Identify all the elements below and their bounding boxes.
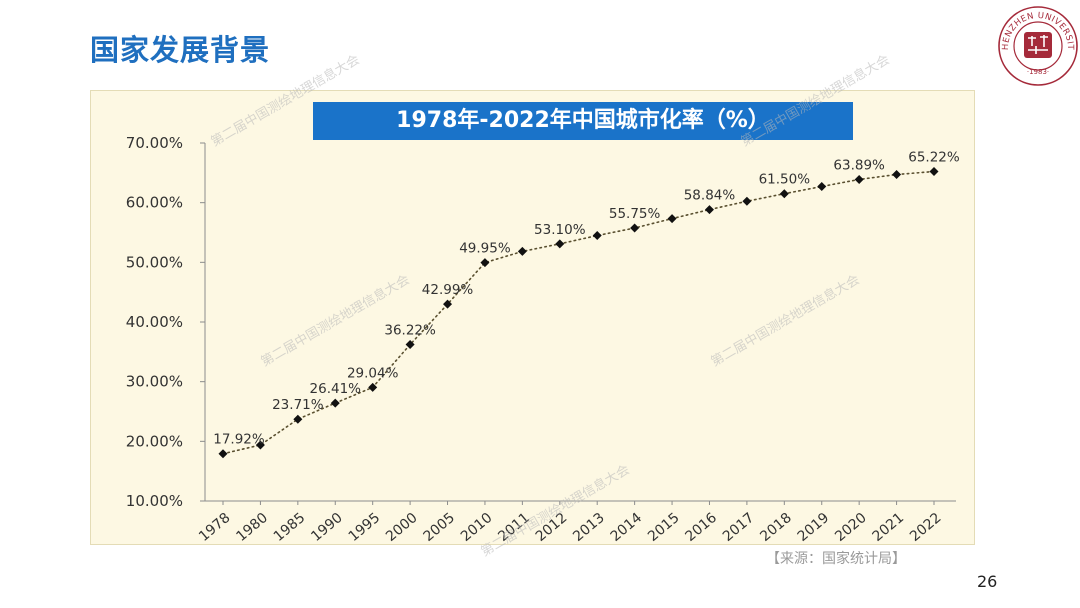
x-tick-label: 2010	[458, 510, 496, 545]
y-tick-label: 10.00%	[126, 492, 183, 510]
x-tick-label: 2005	[421, 510, 459, 545]
data-point	[630, 223, 640, 233]
data-label: 58.84%	[684, 188, 736, 204]
data-label: 65.22%	[908, 150, 960, 166]
data-label: 53.10%	[534, 222, 586, 238]
data-label: 42.99%	[422, 282, 474, 298]
data-point	[293, 414, 303, 424]
y-tick-label: 60.00%	[126, 194, 183, 212]
data-point	[218, 449, 228, 459]
data-point	[704, 205, 714, 215]
data-point	[405, 340, 415, 350]
data-point	[555, 239, 565, 249]
chart-panel: 10.00% 20.00% 30.00% 40.00% 50.00% 60.00% 70.0…	[90, 90, 975, 545]
source-note: 【来源：国家统计局】	[766, 551, 906, 567]
y-tick-label: 30.00%	[126, 373, 183, 391]
university-logo: SHENZHEN UNIVERSITY ·1983·	[996, 4, 1078, 86]
page-number: 26	[977, 572, 998, 591]
data-label: 36.22%	[384, 323, 436, 339]
x-tick-label: 1978	[196, 510, 234, 545]
x-tick-label: 2000	[383, 510, 421, 545]
data-point	[667, 214, 677, 224]
data-point	[330, 398, 340, 408]
data-point	[255, 440, 265, 450]
x-tick-label: 2013	[570, 510, 608, 545]
chart-title: 1978年-2022年中国城市化率（%）	[313, 102, 853, 140]
series-line	[222, 170, 935, 455]
x-tick-label: 2017	[720, 510, 758, 545]
data-label: 29.04%	[347, 365, 399, 381]
data-point	[742, 196, 752, 206]
x-tick-label: 1980	[233, 510, 271, 545]
x-tick-label: 2015	[645, 510, 683, 545]
data-label: 17.92%	[213, 432, 265, 448]
x-tick-label: 2014	[608, 510, 646, 545]
data-point	[854, 174, 864, 184]
data-point	[368, 382, 378, 392]
urbanization-line-chart: 10.00% 20.00% 30.00% 40.00% 50.00% 60.00% 70.0…	[126, 134, 960, 545]
data-label: 63.89%	[833, 157, 885, 173]
x-tick-label: 1985	[271, 510, 309, 545]
data-label: 61.50%	[759, 172, 811, 188]
x-tick-label: 2012	[533, 510, 571, 545]
y-tick-label: 50.00%	[126, 253, 183, 271]
x-tick-label: 2011	[495, 510, 533, 545]
y-tick-label: 20.00%	[126, 432, 183, 450]
slide-title: 国家发展背景	[90, 33, 271, 67]
x-tick-label: 2020	[832, 510, 870, 545]
x-tick-label: 1990	[308, 510, 346, 545]
data-point	[892, 170, 902, 180]
y-tick-label: 40.00%	[126, 313, 183, 331]
data-label: 55.75%	[609, 206, 661, 222]
data-point	[480, 258, 490, 268]
x-tick-label: 2018	[757, 510, 795, 545]
data-point	[443, 299, 453, 309]
data-label: 26.41%	[310, 381, 362, 397]
y-tick-label: 70.00%	[126, 134, 183, 152]
data-label: 49.95%	[459, 241, 511, 257]
data-point	[929, 167, 939, 177]
data-point	[517, 246, 527, 256]
x-tick-label: 2019	[795, 510, 833, 545]
logo-year: ·1983·	[1027, 68, 1049, 76]
data-point	[817, 181, 827, 191]
x-tick-label: 2016	[682, 510, 720, 545]
x-tick-label: 1995	[346, 510, 384, 545]
x-tick-label: 2021	[870, 510, 908, 545]
data-point	[779, 189, 789, 199]
data-point	[592, 231, 602, 241]
data-label: 23.71%	[272, 397, 324, 413]
x-tick-label: 2022	[907, 510, 945, 545]
